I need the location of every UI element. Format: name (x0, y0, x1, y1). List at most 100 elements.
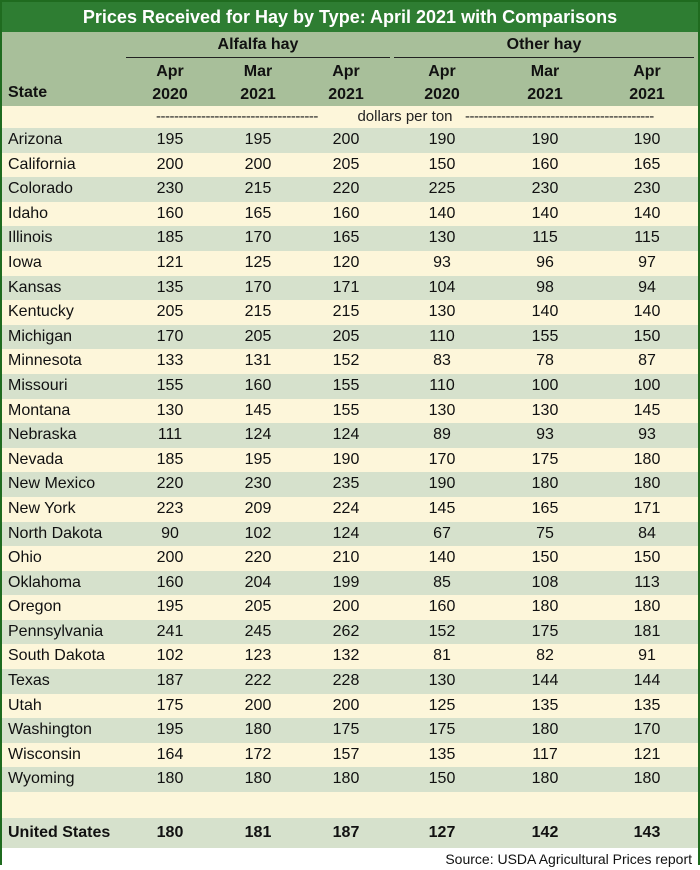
table-row: Minnesota 133 131 152 83 78 87 (2, 349, 698, 374)
column-header: Apr 2020 (126, 60, 214, 106)
other-group-rule (394, 57, 694, 58)
price-cell: 165 (531, 499, 559, 517)
price-cell: 200 (156, 549, 184, 567)
units-dashes-right: ----------------------------------------… (465, 108, 654, 125)
price-cell: 104 (428, 278, 456, 296)
price-cell: 135 (428, 745, 456, 763)
price-cell: 160 (156, 573, 184, 591)
price-cell: 195 (244, 450, 272, 468)
price-cell: 172 (244, 745, 272, 763)
price-cell: 117 (532, 745, 558, 763)
price-cell: 199 (332, 573, 360, 591)
state-name: Wyoming (8, 770, 75, 788)
price-cell: 133 (156, 352, 184, 370)
price-cell: 160 (332, 204, 360, 222)
table-row: North Dakota 90 102 124 67 75 84 (2, 521, 698, 547)
price-cell: 230 (531, 180, 559, 198)
price-cell: 165 (244, 204, 272, 222)
price-cell: 160 (244, 376, 272, 394)
price-cell: 241 (156, 622, 184, 640)
table-row: Pennsylvania 241 245 262 152 175 181 (2, 619, 698, 645)
state-name: New York (8, 499, 76, 517)
units-row: ------------------------------------ dol… (2, 106, 698, 128)
column-header-period: Mar (243, 63, 273, 80)
price-cell: 113 (634, 573, 660, 591)
price-cell: 190 (332, 450, 360, 468)
state-name: Illinois (8, 229, 53, 247)
column-header-period: Apr (428, 63, 456, 80)
state-name: Montana (8, 401, 71, 419)
price-cell: 157 (332, 745, 360, 763)
price-cell: 180 (244, 721, 272, 739)
price-cell: 200 (244, 696, 272, 714)
price-cell: 135 (531, 696, 559, 714)
price-cell: 170 (244, 229, 272, 247)
price-cell: 180 (531, 475, 559, 493)
table-row: California 200 200 205 150 160 165 (2, 152, 698, 178)
price-cell: 85 (433, 573, 451, 591)
price-cell: 150 (633, 327, 661, 345)
price-cell: 140 (428, 204, 456, 222)
total-cell: 143 (633, 824, 661, 842)
units-label: dollars per ton (357, 108, 453, 125)
alfalfa-group-label: Alfalfa hay (217, 36, 299, 53)
price-cell: 78 (536, 352, 554, 370)
price-cell: 160 (531, 155, 559, 173)
price-cell: 75 (536, 524, 554, 542)
table-title: Prices Received for Hay by Type: April 2… (2, 2, 698, 32)
price-cell: 180 (633, 770, 661, 788)
price-cell: 102 (156, 647, 184, 665)
price-cell: 205 (332, 155, 360, 173)
price-cell: 140 (531, 303, 559, 321)
price-cell: 180 (531, 721, 559, 739)
price-cell: 130 (428, 672, 456, 690)
column-header: Apr 2021 (302, 60, 390, 106)
price-cell: 130 (428, 303, 456, 321)
price-cell: 84 (638, 524, 656, 542)
price-cell: 130 (156, 401, 184, 419)
state-name: Colorado (8, 180, 73, 198)
price-cell: 83 (433, 352, 451, 370)
price-cell: 185 (156, 450, 184, 468)
price-cell: 170 (633, 721, 661, 739)
price-cell: 81 (433, 647, 451, 665)
table-row: Missouri 155 160 155 110 100 100 (2, 373, 698, 399)
state-name: North Dakota (8, 524, 103, 542)
state-name: Nebraska (8, 426, 77, 444)
price-cell: 220 (156, 475, 184, 493)
price-cell: 235 (332, 475, 360, 493)
price-cell: 150 (428, 770, 456, 788)
price-cell: 100 (531, 376, 559, 394)
price-cell: 230 (244, 475, 272, 493)
alfalfa-group-header: Alfalfa hay (126, 36, 390, 58)
price-cell: 200 (332, 131, 360, 148)
units-dashes-left: ------------------------------------ (156, 108, 318, 125)
total-state-name: United States (8, 824, 111, 842)
price-cell: 171 (633, 499, 661, 517)
state-name: Washington (8, 721, 92, 739)
price-cell: 175 (332, 721, 360, 739)
price-cell: 145 (244, 401, 272, 419)
table-row: Ohio 200 220 210 140 150 150 (2, 546, 698, 571)
price-cell: 124 (332, 426, 360, 444)
price-cell: 120 (332, 253, 360, 271)
table-row: Michigan 170 205 205 110 155 150 (2, 324, 698, 350)
price-cell: 124 (332, 524, 360, 542)
state-name: Wisconsin (8, 745, 81, 763)
price-cell: 124 (244, 426, 272, 444)
column-header-period: Mar (530, 63, 560, 80)
column-header-year: 2021 (629, 86, 665, 103)
state-name: South Dakota (8, 647, 105, 665)
price-cell: 164 (156, 745, 184, 763)
price-cell: 130 (428, 229, 456, 247)
price-cell: 225 (428, 180, 456, 198)
price-cell: 175 (156, 696, 184, 714)
price-cell: 155 (332, 376, 360, 394)
price-cell: 190 (428, 131, 456, 148)
price-cell: 89 (433, 426, 451, 444)
state-name: Oregon (8, 598, 62, 616)
price-cell: 67 (433, 524, 451, 542)
price-cell: 223 (156, 499, 184, 517)
column-header-year: 2020 (424, 86, 460, 103)
price-cell: 140 (633, 303, 661, 321)
